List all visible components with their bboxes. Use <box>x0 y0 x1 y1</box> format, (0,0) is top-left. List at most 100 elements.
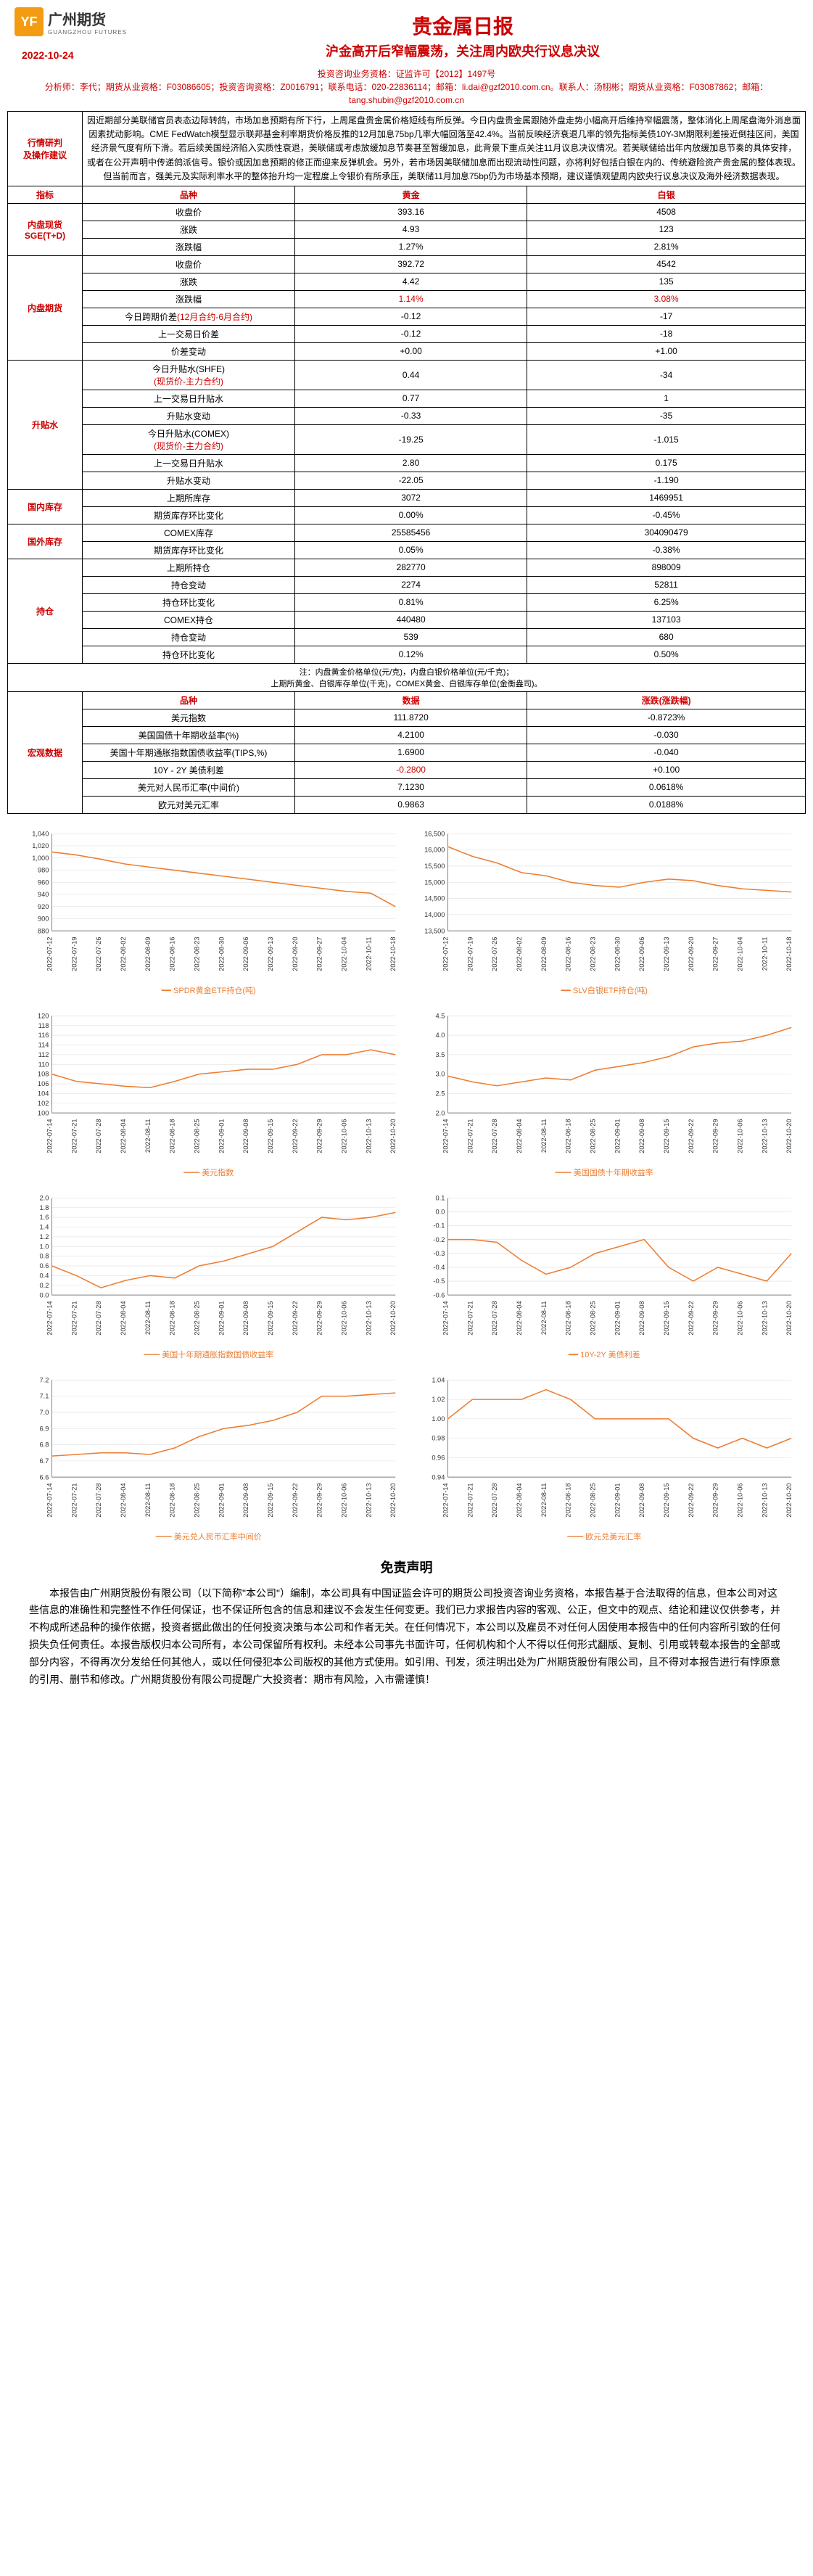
report-subtitle: 沪金高开后窄幅震荡，关注周内欧央行议息决议 <box>127 41 798 60</box>
svg-text:-0.4: -0.4 <box>433 1264 445 1271</box>
svg-text:2022-07-14: 2022-07-14 <box>442 1483 449 1517</box>
gold-value: 539 <box>295 628 527 646</box>
charts-grid: 8809009209409609801,0001,0201,040 2022-0… <box>0 814 813 1550</box>
logo-text: 广州期货 <box>48 8 127 29</box>
svg-text:2022-09-29: 2022-09-29 <box>711 1119 719 1153</box>
table-row: 涨跌幅1.27%2.81% <box>8 238 806 255</box>
table-row: 内盘现货 SGE(T+D)收盘价393.164508 <box>8 203 806 221</box>
svg-text:2022-08-23: 2022-08-23 <box>589 937 596 971</box>
svg-text:0.4: 0.4 <box>40 1272 49 1279</box>
svg-text:2022-09-01: 2022-09-01 <box>614 1301 621 1335</box>
svg-text:2022-09-22: 2022-09-22 <box>687 1119 694 1153</box>
svg-text:7.2: 7.2 <box>40 1376 49 1383</box>
gold-value: -0.33 <box>295 407 527 424</box>
table-row: 国内库存上期所库存30721469951 <box>8 489 806 506</box>
table-row: 今日升贴水(COMEX)(现货价-主力合约)-19.25-1.015 <box>8 424 806 454</box>
svg-text:2022-08-30: 2022-08-30 <box>614 937 621 971</box>
svg-text:2022-07-26: 2022-07-26 <box>95 937 102 971</box>
svg-text:6.8: 6.8 <box>40 1441 49 1449</box>
macro-row: 美元对人民币汇率(中间价)7.12300.0618% <box>8 778 806 796</box>
svg-text:100: 100 <box>38 1109 49 1116</box>
row-name: 今日升贴水(COMEX)(现货价-主力合约) <box>83 424 295 454</box>
svg-text:2022-07-21: 2022-07-21 <box>70 1119 78 1153</box>
svg-text:2022-07-21: 2022-07-21 <box>466 1301 474 1335</box>
svg-text:1.0: 1.0 <box>40 1243 49 1250</box>
svg-text:2022-08-11: 2022-08-11 <box>144 1301 152 1335</box>
table-row: 国外库存COMEX库存25585456304090479 <box>8 524 806 541</box>
table-row: 涨跌幅1.14%3.08% <box>8 290 806 308</box>
logo-icon: YF <box>15 7 44 36</box>
svg-text:2022-09-15: 2022-09-15 <box>267 1301 274 1335</box>
svg-text:15,500: 15,500 <box>424 863 445 870</box>
macro-row: 美国十年期通胀指数国债收益率(TIPS,%)1.6900-0.040 <box>8 744 806 761</box>
macro-data: 0.9863 <box>295 796 527 813</box>
svg-text:102: 102 <box>38 1100 49 1107</box>
svg-text:110: 110 <box>38 1061 49 1068</box>
silver-value: 1469951 <box>527 489 806 506</box>
svg-text:2022-09-22: 2022-09-22 <box>687 1483 694 1517</box>
svg-text:2022-09-08: 2022-09-08 <box>638 1483 645 1517</box>
silver-value: 304090479 <box>527 524 806 541</box>
svg-text:16,500: 16,500 <box>424 830 445 837</box>
svg-text:2022-10-20: 2022-10-20 <box>785 1119 793 1153</box>
macro-row: 10Y - 2Y 美债利差-0.2800+0.100 <box>8 761 806 778</box>
svg-text:2022-09-08: 2022-09-08 <box>242 1301 249 1335</box>
svg-text:2022-08-11: 2022-08-11 <box>144 1119 152 1153</box>
table-row: 上一交易日价差-0.12-18 <box>8 325 806 342</box>
svg-text:2022-10-06: 2022-10-06 <box>341 1301 348 1335</box>
svg-text:2022-08-04: 2022-08-04 <box>120 1301 127 1335</box>
svg-text:2022-09-15: 2022-09-15 <box>267 1119 274 1153</box>
svg-text:2022-07-14: 2022-07-14 <box>46 1301 53 1335</box>
position-label: 持仓 <box>8 559 83 663</box>
indicator-label: 指标 <box>8 186 83 203</box>
svg-text:2022-09-29: 2022-09-29 <box>316 1301 323 1335</box>
svg-text:2022-10-20: 2022-10-20 <box>785 1483 793 1517</box>
svg-text:6.9: 6.9 <box>40 1425 49 1432</box>
svg-text:2022-08-04: 2022-08-04 <box>516 1301 523 1335</box>
macro-header-row: 宏观数据品种数据涨跌(涨跌幅) <box>8 691 806 709</box>
row-name: COMEX库存 <box>83 524 295 541</box>
gold-value: 393.16 <box>295 203 527 221</box>
svg-text:2022-09-01: 2022-09-01 <box>614 1483 621 1517</box>
table-row: 期货库存环比变化0.00%-0.45% <box>8 506 806 524</box>
svg-text:2022-07-12: 2022-07-12 <box>46 937 53 971</box>
svg-text:2022-10-06: 2022-10-06 <box>736 1301 743 1335</box>
svg-text:1.04: 1.04 <box>432 1376 445 1383</box>
macro-change: -0.040 <box>527 744 806 761</box>
chart-title: ━━ 10Y-2Y 美债利差 <box>410 1349 799 1360</box>
silver-value: 6.25% <box>527 593 806 611</box>
gold-value: 2274 <box>295 576 527 593</box>
svg-text:2022-09-15: 2022-09-15 <box>663 1119 670 1153</box>
svg-text:2022-08-23: 2022-08-23 <box>194 937 201 971</box>
chart-title: ━━ 美国十年期通胀指数国债收益率 <box>15 1349 403 1360</box>
svg-text:2022-10-18: 2022-10-18 <box>785 937 793 971</box>
basis-label: 升贴水 <box>8 360 83 489</box>
svg-text:2022-08-18: 2022-08-18 <box>564 1483 571 1517</box>
svg-text:2022-07-28: 2022-07-28 <box>95 1483 102 1517</box>
svg-text:920: 920 <box>38 903 49 910</box>
line-chart: 0.00.20.40.60.81.01.21.41.61.82.0 2022-0… <box>15 1185 403 1345</box>
row-name: 涨跌 <box>83 273 295 290</box>
svg-text:2022-09-01: 2022-09-01 <box>614 1119 621 1153</box>
svg-text:2022-10-11: 2022-10-11 <box>761 937 768 971</box>
svg-text:2022-10-20: 2022-10-20 <box>785 1301 793 1335</box>
silver-value: 898009 <box>527 559 806 576</box>
row-name: 上期所持仓 <box>83 559 295 576</box>
col-variety: 品种 <box>83 186 295 203</box>
chart-panel: 8809009209409609801,0001,0201,040 2022-0… <box>15 821 403 996</box>
row-name: 升贴水变动 <box>83 407 295 424</box>
macro-label: 宏观数据 <box>8 691 83 813</box>
svg-text:2022-08-25: 2022-08-25 <box>194 1301 201 1335</box>
svg-text:2022-10-06: 2022-10-06 <box>736 1483 743 1517</box>
macro-name: 美元对人民币汇率(中间价) <box>83 778 295 796</box>
svg-text:2022-10-20: 2022-10-20 <box>389 1483 397 1517</box>
svg-text:2022-07-19: 2022-07-19 <box>466 937 474 971</box>
svg-text:2022-07-12: 2022-07-12 <box>442 937 449 971</box>
svg-text:880: 880 <box>38 927 49 934</box>
gold-value: 1.27% <box>295 238 527 255</box>
row-name: 期货库存环比变化 <box>83 506 295 524</box>
svg-text:1,040: 1,040 <box>32 830 49 837</box>
gold-value: 0.81% <box>295 593 527 611</box>
svg-text:2022-10-20: 2022-10-20 <box>389 1301 397 1335</box>
macro-col-data: 数据 <box>295 691 527 709</box>
